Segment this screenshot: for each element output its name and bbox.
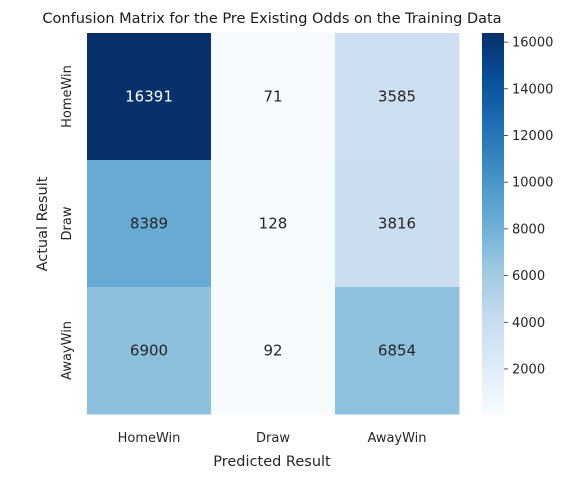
y-tick-label: Draw: [60, 206, 75, 240]
colorbar-tick-label: 8000: [512, 222, 545, 237]
cell-value-0-2: 3585: [378, 88, 416, 106]
colorbar-tick-label: 4000: [512, 316, 545, 331]
y-axis-label: Actual Result: [35, 176, 51, 271]
cell-value-1-1: 128: [259, 215, 288, 233]
colorbar: [482, 33, 504, 414]
cell-value-0-1: 71: [263, 88, 282, 106]
x-tick-label: Draw: [256, 431, 290, 446]
cell-0-2: [335, 33, 460, 161]
cell-2-2: [335, 287, 460, 415]
cell-2-1: [211, 287, 336, 415]
cell-value-2-0: 6900: [130, 342, 168, 360]
colorbar-tick-label: 12000: [512, 129, 553, 144]
cell-1-2: [335, 160, 460, 288]
cell-value-0-0: 16391: [125, 88, 173, 106]
colorbar-tick-label: 10000: [512, 176, 553, 191]
colorbar-ticks: 2000 4000 6000 8000 10000 12000 14000 16000: [504, 36, 553, 377]
x-tick-label: HomeWin: [118, 431, 181, 446]
cell-value-2-2: 6854: [378, 342, 416, 360]
y-tick-label: AwayWin: [60, 321, 75, 380]
cell-0-0: [87, 33, 212, 161]
cell-value-1-2: 3816: [378, 215, 416, 233]
cell-1-1: [211, 160, 336, 288]
x-tick-label: AwayWin: [367, 431, 426, 446]
colorbar-tick-label: 16000: [512, 36, 553, 51]
cell-0-1: [211, 33, 336, 161]
x-tick-labels: HomeWin Draw AwayWin: [118, 431, 427, 446]
x-axis-label: Predicted Result: [213, 454, 331, 470]
cell-value-1-0: 8389: [130, 215, 168, 233]
cell-2-0: [87, 287, 212, 415]
colorbar-tick-label: 14000: [512, 82, 553, 97]
colorbar-tick-label: 6000: [512, 269, 545, 284]
y-tick-label: HomeWin: [60, 65, 75, 128]
cell-value-2-1: 92: [263, 342, 282, 360]
cell-1-0: [87, 160, 212, 288]
heatmap-cells: 16391 71 3585 8389 128 3816 6900 92 6854: [87, 33, 460, 415]
y-tick-labels: HomeWin Draw AwayWin: [60, 65, 75, 380]
chart-title: Confusion Matrix for the Pre Existing Od…: [42, 11, 501, 27]
colorbar-tick-label: 2000: [512, 362, 545, 377]
